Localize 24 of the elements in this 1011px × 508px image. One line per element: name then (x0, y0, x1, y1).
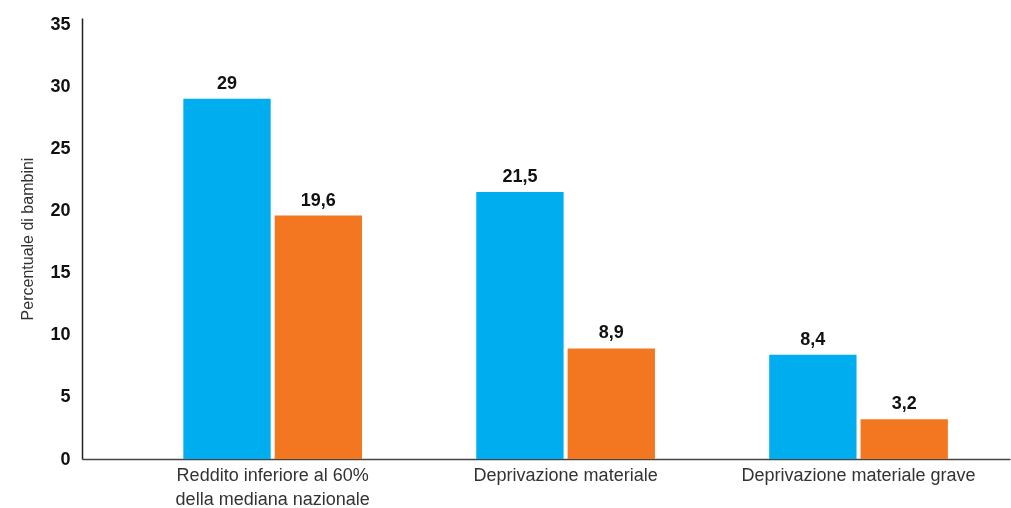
data-label: 8,9 (598, 322, 624, 343)
bar (567, 348, 655, 459)
bar (769, 354, 857, 459)
y-axis-title: Percentuale di bambini (19, 157, 37, 321)
y-tick-label: 5 (60, 386, 71, 407)
y-tick-label: 35 (50, 13, 71, 34)
y-tick-label: 0 (60, 448, 71, 469)
y-tick-label: 20 (50, 200, 71, 221)
y-tick-label: 10 (50, 324, 71, 345)
y-tick-label: 15 (50, 262, 71, 283)
data-label: 21,5 (502, 165, 538, 186)
data-label: 29 (216, 72, 238, 93)
x-tick-label: Deprivazione materiale grave (741, 464, 976, 485)
y-tick-label: 25 (50, 137, 71, 158)
bar (183, 98, 271, 459)
x-tick-label: Deprivazione materiale (473, 464, 658, 485)
data-label: 3,2 (891, 393, 917, 414)
data-label: 8,4 (800, 328, 826, 349)
y-tick-label: 30 (50, 75, 71, 96)
x-tick-label: Reddito inferiore al 60% della mediana nazionale (175, 464, 370, 508)
bar (860, 419, 948, 459)
bar (476, 191, 564, 459)
data-label: 19,6 (300, 189, 336, 210)
bar (274, 215, 363, 459)
